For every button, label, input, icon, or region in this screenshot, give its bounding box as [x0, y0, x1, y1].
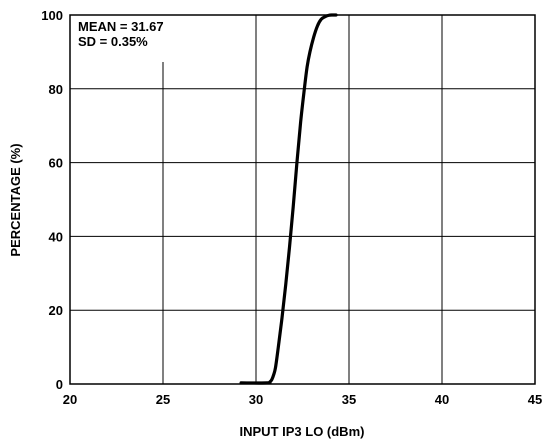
- y-tick-label: 100: [41, 8, 63, 23]
- x-tick-label: 35: [342, 392, 356, 407]
- y-axis-title: PERCENTAGE (%): [8, 143, 23, 256]
- x-tick-label: 20: [63, 392, 77, 407]
- series-line: [239, 13, 338, 385]
- y-tick-label: 40: [49, 229, 63, 244]
- grid-lines: [70, 15, 535, 384]
- x-tick-label: 25: [156, 392, 170, 407]
- x-axis-ticks: 20 25 30 35 40 45: [63, 392, 542, 407]
- y-tick-label: 20: [49, 303, 63, 318]
- sd-annotation: SD = 0.35%: [78, 34, 148, 49]
- x-axis-title: INPUT IP3 LO (dBm): [240, 424, 365, 439]
- mean-annotation: MEAN = 31.67: [78, 19, 164, 34]
- series-layer: [239, 13, 338, 385]
- x-tick-label: 30: [249, 392, 263, 407]
- plot-frame: [69, 14, 536, 385]
- y-tick-label: 80: [49, 82, 63, 97]
- y-axis-ticks: 0 20 40 60 80 100: [41, 8, 63, 392]
- y-tick-label: 60: [49, 156, 63, 171]
- x-tick-label: 40: [435, 392, 449, 407]
- x-tick-label: 45: [528, 392, 542, 407]
- plot-border: [69, 14, 536, 385]
- y-tick-label: 0: [56, 377, 63, 392]
